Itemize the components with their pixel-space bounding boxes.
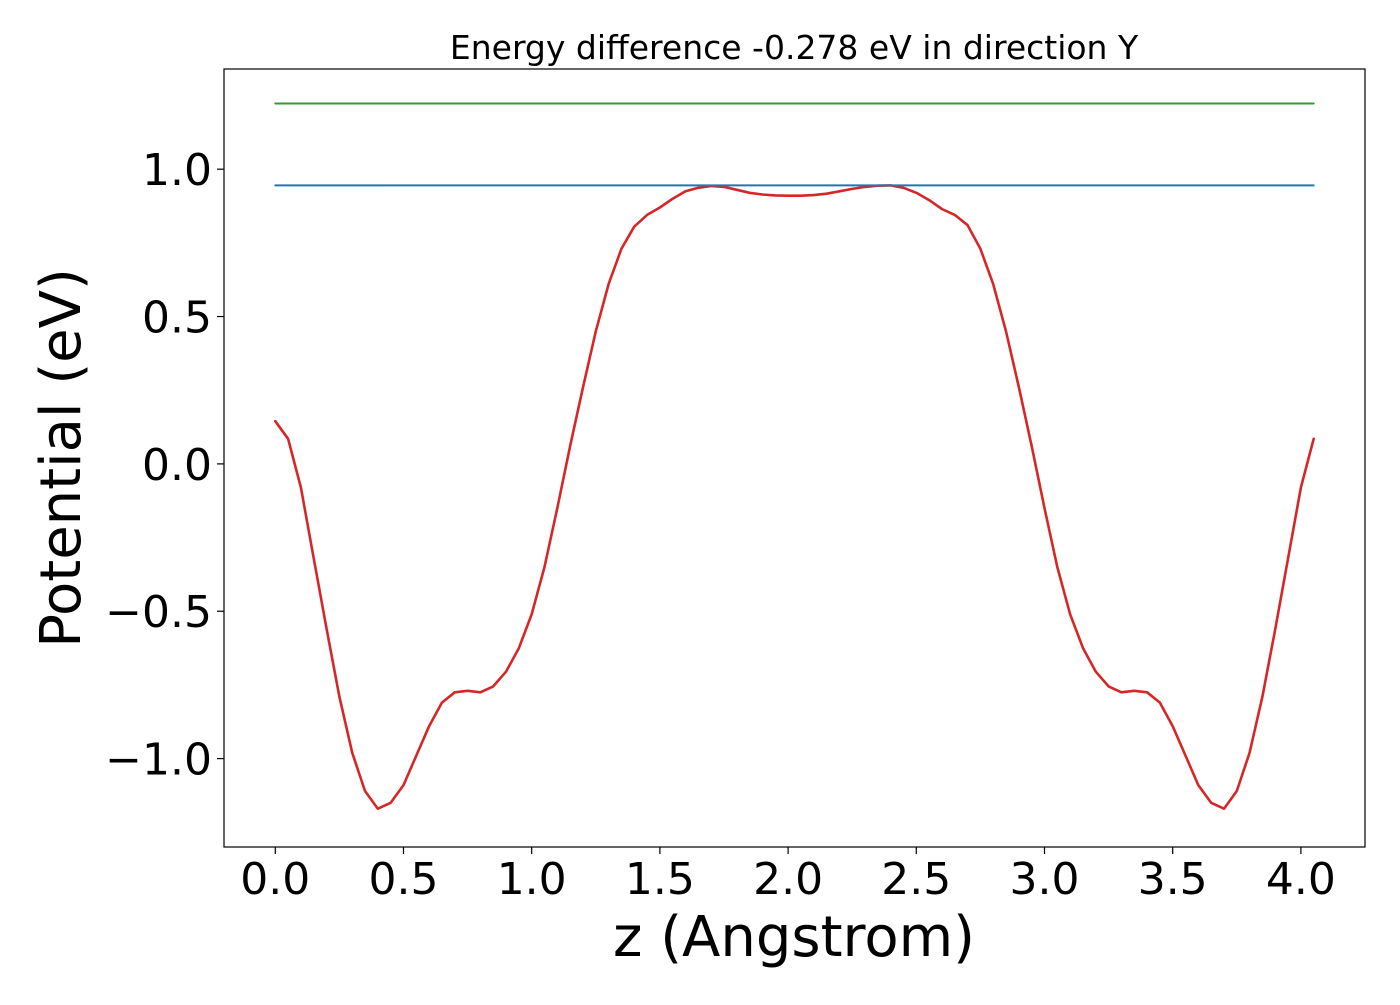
x-tick-label: 0.5 bbox=[368, 854, 438, 905]
y-tick-label: 1.0 bbox=[142, 145, 212, 196]
x-tick-label: 4.0 bbox=[1266, 854, 1336, 905]
x-tick-label: 1.0 bbox=[497, 854, 567, 905]
plot-frame bbox=[223, 68, 1366, 848]
x-tick-label: 3.0 bbox=[1010, 854, 1080, 905]
x-tick-label: 2.0 bbox=[753, 854, 823, 905]
x-tick-label: 0.0 bbox=[240, 854, 310, 905]
x-axis-label: z (Angstrom) bbox=[613, 905, 975, 970]
y-axis-label: Potential (eV) bbox=[29, 268, 94, 648]
plot-content: 0.0 0.5 1.0 1.5 2.0 2.5 3.0 3.5 4.0 −1.0 −0.5 0.0 0.… bbox=[105, 102, 1336, 905]
y-tick-label: 0.0 bbox=[142, 440, 212, 491]
y-tick-label: 0.5 bbox=[142, 293, 212, 344]
x-tick-label: 1.5 bbox=[625, 854, 695, 905]
x-tick-label: 2.5 bbox=[881, 854, 951, 905]
chart-title: Energy difference -0.278 eV in direction… bbox=[450, 28, 1139, 67]
y-tick-label: −0.5 bbox=[105, 587, 212, 638]
x-tick-label: 3.5 bbox=[1138, 854, 1208, 905]
potential-curve bbox=[273, 184, 1315, 811]
y-tick-label: −1.0 bbox=[105, 735, 212, 786]
